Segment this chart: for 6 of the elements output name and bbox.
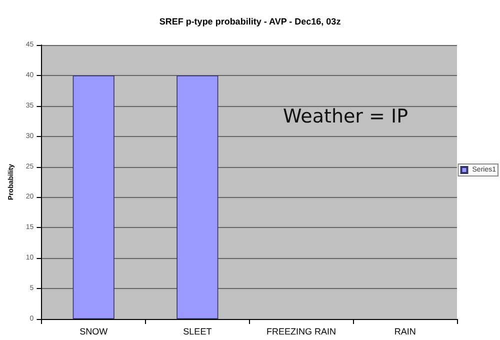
annotation: Weather = IP [283, 106, 408, 128]
x-tick-label: FREEZING RAIN [266, 326, 336, 336]
x-tick-label: SLEET [183, 326, 212, 336]
chart-title: SREF p-type probability - AVP - Dec16, 03z [159, 16, 342, 26]
x-tick-label: SNOW [80, 326, 108, 336]
x-tick-label: RAIN [394, 326, 416, 336]
